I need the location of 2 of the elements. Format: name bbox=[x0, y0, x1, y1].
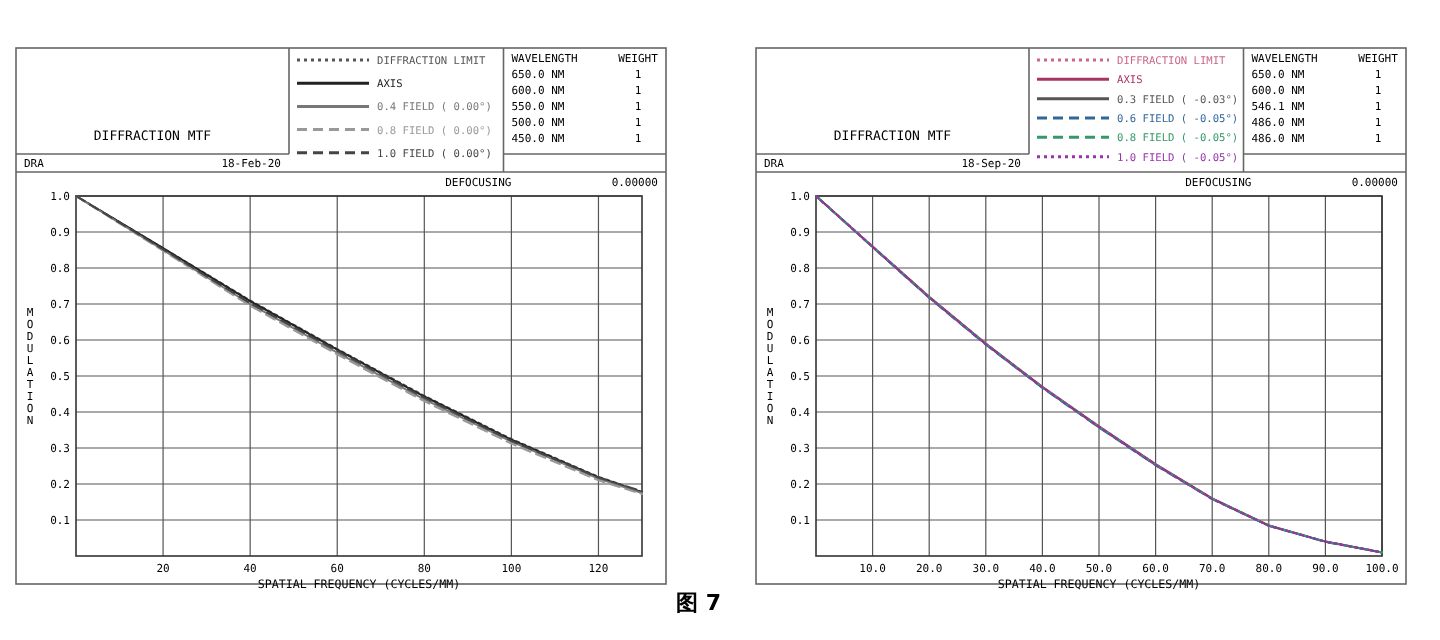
line-series bbox=[815, 195, 1383, 554]
caption: 图 7 bbox=[676, 590, 721, 616]
